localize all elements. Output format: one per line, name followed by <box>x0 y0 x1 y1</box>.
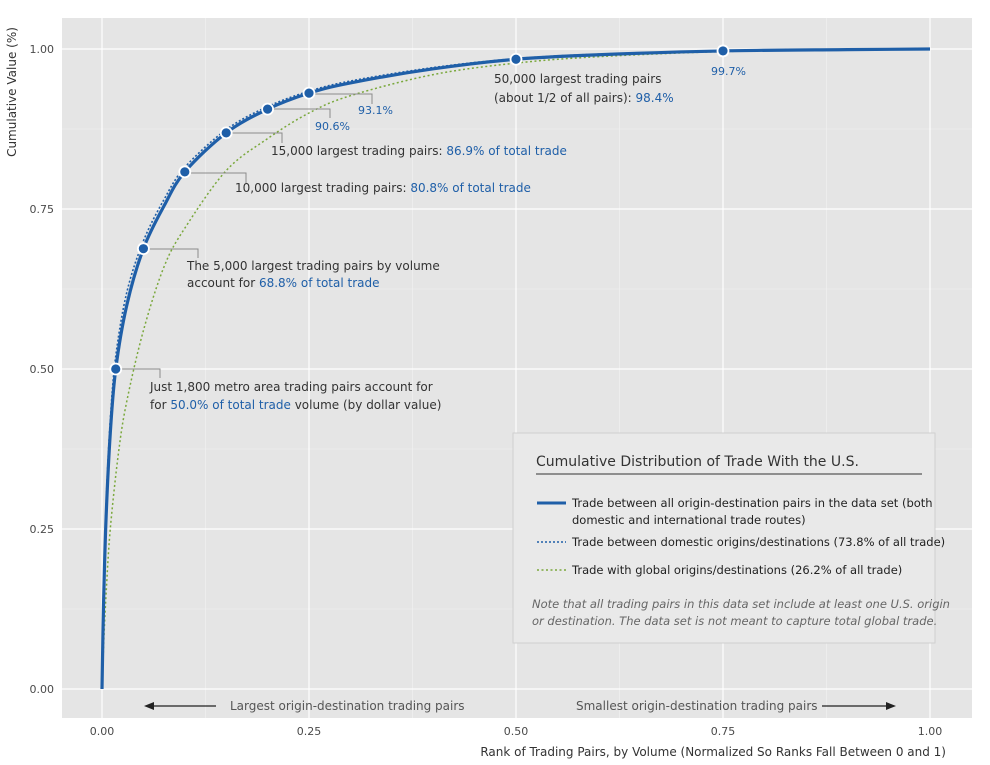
legend-item-all-line1: Trade between all origin-destination pai… <box>571 496 933 510</box>
y-axis-title: Cumulative Value (%) <box>5 27 19 157</box>
leader-906 <box>269 108 331 118</box>
leader-lines <box>118 93 373 378</box>
legend-note-line2: or destination. The data set is not mean… <box>532 614 937 628</box>
annotation-50000-highlight: 98.4% <box>636 91 674 105</box>
annotation-906: 90.6% <box>315 120 350 133</box>
x-tick-label: 0.00 <box>90 725 115 738</box>
left-arrowhead <box>144 702 154 710</box>
x-tick-label: 0.25 <box>297 725 322 738</box>
annotation-5000-highlight: 68.8% of total trade <box>259 276 380 290</box>
legend-title: Cumulative Distribution of Trade With th… <box>536 454 859 470</box>
left-arrow-label: Largest origin-destination trading pairs <box>230 699 465 713</box>
data-point <box>509 52 523 66</box>
leader-15000 <box>228 132 283 143</box>
right-arrow-label: Smallest origin-destination trading pair… <box>576 699 818 713</box>
annotation-50000-line1: 50,000 largest trading pairs <box>494 72 661 86</box>
annotation-931: 93.1% <box>358 104 393 117</box>
data-point <box>302 86 316 100</box>
y-tick-label: 0.00 <box>30 683 55 696</box>
y-tick-label: 0.25 <box>30 523 55 536</box>
data-point <box>136 242 150 256</box>
y-tick-labels: 0.00 0.25 0.50 0.75 1.00 <box>30 43 55 696</box>
x-tick-label: 0.75 <box>711 725 736 738</box>
leader-5000 <box>145 248 199 258</box>
data-point <box>219 126 233 140</box>
data-points <box>109 44 730 376</box>
annotation-5000-pre: account for <box>187 276 259 290</box>
x-tick-labels: 0.00 0.25 0.50 0.75 1.00 <box>90 725 943 738</box>
legend-box <box>512 432 936 644</box>
x-axis-title: Rank of Trading Pairs, by Volume (Normal… <box>480 745 946 759</box>
annotation-10000-pre: 10,000 largest trading pairs: <box>235 181 410 195</box>
data-point <box>178 165 192 179</box>
annotation-10000-highlight: 80.8% of total trade <box>410 181 531 195</box>
leader-10000 <box>186 172 247 183</box>
series-all-line <box>100 47 931 690</box>
legend-item-global: Trade with global origins/destinations (… <box>571 563 902 577</box>
legend-note-line1: Note that all trading pairs in this data… <box>532 597 950 611</box>
annotation-10000: 10,000 largest trading pairs: 80.8% of t… <box>235 181 531 195</box>
y-tick-label: 0.50 <box>30 363 55 376</box>
legend-item-all-line2: domestic and international trade routes) <box>572 513 806 527</box>
annotation-15000-highlight: 86.9% of total trade <box>446 144 567 158</box>
leader-931 <box>311 93 373 104</box>
y-tick-label: 1.00 <box>30 43 55 56</box>
x-tick-label: 0.50 <box>504 725 529 738</box>
annotation-5000-line1: The 5,000 largest trading pairs by volum… <box>186 259 440 273</box>
leader-1800 <box>118 368 161 378</box>
annotation-1800-line2: for 50.0% of total trade volume (by doll… <box>150 398 441 412</box>
right-arrowhead <box>886 702 896 710</box>
legend: Cumulative Distribution of Trade With th… <box>512 432 950 644</box>
annotation-50000-pre: (about 1/2 of all pairs): <box>494 91 636 105</box>
annotation-1800-highlight: 50.0% of total trade <box>170 398 291 412</box>
x-tick-label: 1.00 <box>918 725 943 738</box>
annotation-15000: 15,000 largest trading pairs: 86.9% of t… <box>271 144 567 158</box>
annotation-997: 99.7% <box>711 65 746 78</box>
data-point <box>109 362 123 376</box>
annotation-1800-post: volume (by dollar value) <box>291 398 442 412</box>
data-point <box>261 102 275 116</box>
annotation-5000-line2: account for 68.8% of total trade <box>187 276 380 290</box>
annotation-1800-line1: Just 1,800 metro area trading pairs acco… <box>149 380 433 394</box>
data-point <box>716 44 730 58</box>
annotation-1800-pre: for <box>150 398 170 412</box>
legend-item-domestic: Trade between domestic origins/destinati… <box>571 535 945 549</box>
annotation-15000-pre: 15,000 largest trading pairs: <box>271 144 446 158</box>
annotation-50000-line2: (about 1/2 of all pairs): 98.4% <box>494 91 674 105</box>
y-tick-label: 0.75 <box>30 203 55 216</box>
